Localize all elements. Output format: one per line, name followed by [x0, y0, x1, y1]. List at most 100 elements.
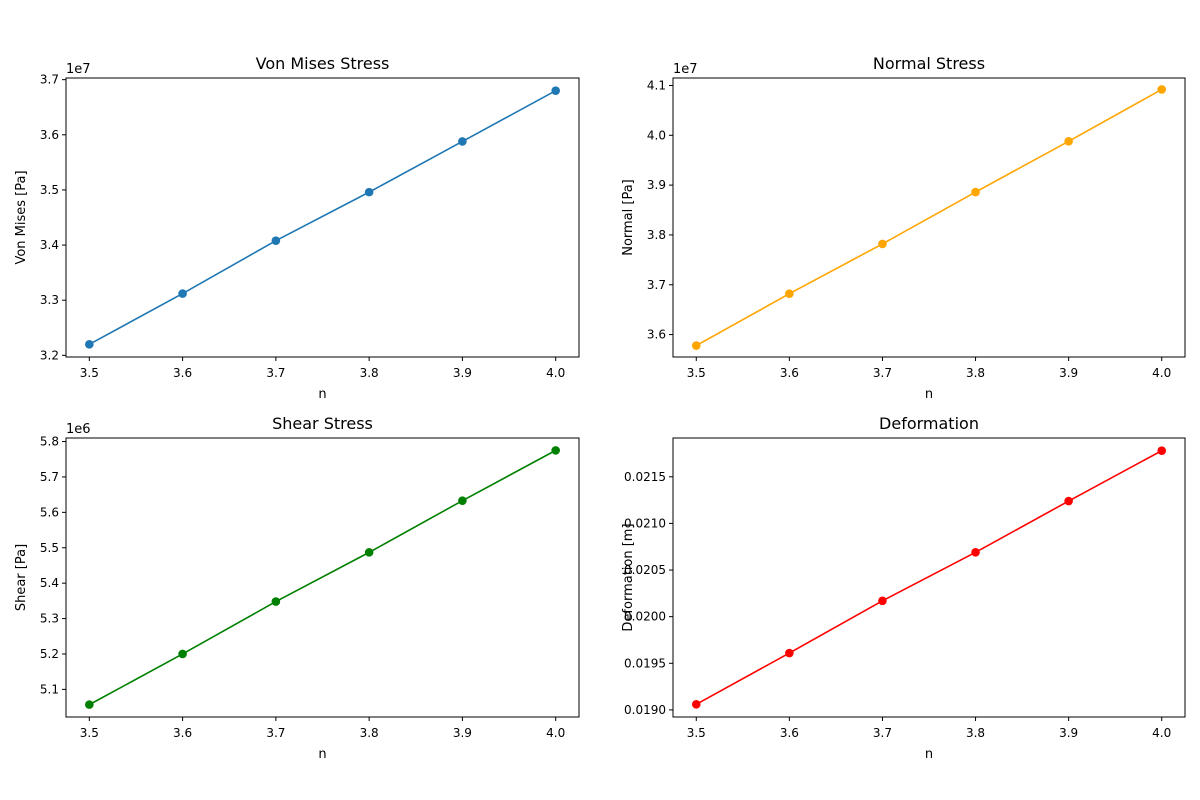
shear-xtick-label: 3.9 — [453, 726, 472, 740]
normal-data-point — [878, 239, 887, 249]
shear-xtick-label: 4.0 — [546, 726, 565, 740]
normal-data-point — [1064, 136, 1073, 146]
von-mises-xtick-label: 3.7 — [266, 366, 285, 380]
shear-title: Shear Stress — [272, 414, 373, 433]
deformation-data-point — [878, 596, 887, 606]
shear-ytick-label: 5.7 — [40, 470, 59, 484]
deformation-ytick-label: 0.0190 — [624, 703, 666, 717]
shear-xtick-label: 3.8 — [360, 726, 379, 740]
deformation-xtick-label: 3.9 — [1059, 726, 1078, 740]
von-mises-panel: Von Mises Stress n Von Mises [Pa] 1e7 3.5 3.6… — [14, 54, 580, 402]
normal-data-point — [1157, 85, 1167, 94]
deformation-xtick-label: 3.6 — [780, 726, 799, 740]
von-mises-xlabel: n — [318, 387, 326, 402]
von-mises-xtick-label: 3.8 — [360, 366, 379, 380]
shear-ytick-label: 5.1 — [40, 682, 59, 696]
normal-ytick-label: 3.6 — [647, 328, 666, 342]
von-mises-xtick-label: 3.6 — [173, 366, 192, 380]
shear-offset-text: 1e6 — [66, 422, 91, 437]
von-mises-offset-text: 1e7 — [66, 62, 91, 77]
deformation-ytick-label: 0.0205 — [624, 563, 666, 577]
shear-ytick-label: 5.5 — [40, 541, 59, 555]
deformation-data-point — [691, 700, 701, 709]
von-mises-xtick-label: 3.5 — [80, 366, 99, 380]
normal-xtick-label: 4.0 — [1152, 366, 1171, 380]
deformation-series-line — [695, 449, 1163, 706]
shear-axes-frame — [65, 437, 580, 718]
shear-xtick-label: 3.7 — [266, 726, 285, 740]
shear-xlabel: n — [318, 747, 326, 762]
von-mises-axes-frame — [65, 77, 580, 358]
von-mises-data-point — [551, 86, 560, 95]
deformation-ytick-label: 0.0200 — [624, 610, 666, 624]
normal-ylabel: Normal [Pa] — [621, 179, 636, 256]
deformation-data-point — [971, 548, 980, 557]
normal-xlabel: n — [925, 387, 933, 402]
von-mises-data-point — [85, 340, 94, 349]
shear-data-point — [271, 597, 281, 606]
von-mises-data-point — [178, 289, 187, 298]
deformation-xtick-label: 3.7 — [873, 726, 892, 740]
von-mises-series-line — [88, 89, 557, 346]
von-mises-ytick-label: 3.4 — [40, 238, 59, 252]
normal-xtick-label: 3.5 — [687, 366, 706, 380]
deformation-xtick-label: 4.0 — [1152, 726, 1171, 740]
deformation-data-point — [1064, 496, 1073, 506]
shear-ytick-label: 5.4 — [40, 576, 59, 590]
shear-data-point — [551, 446, 560, 455]
normal-axes-frame — [672, 77, 1186, 358]
shear-ytick-label: 5.2 — [40, 647, 59, 661]
von-mises-data-point — [271, 236, 281, 245]
von-mises-xtick-label: 3.9 — [453, 366, 472, 380]
deformation-data-point — [785, 648, 794, 658]
von-mises-data-point — [364, 187, 374, 197]
deformation-ytick-label: 0.0215 — [624, 470, 666, 484]
von-mises-ytick-label: 3.2 — [40, 348, 59, 362]
shear-data-point — [458, 496, 467, 505]
normal-ytick-label: 3.8 — [647, 228, 666, 242]
von-mises-xtick-label: 4.0 — [546, 366, 565, 380]
normal-data-point — [971, 187, 980, 197]
deformation-title: Deformation — [879, 414, 979, 433]
normal-xtick-label: 3.7 — [873, 366, 892, 380]
normal-series-line — [695, 88, 1163, 347]
shear-ytick-label: 5.3 — [40, 612, 59, 626]
von-mises-ytick-label: 3.7 — [40, 73, 59, 87]
von-mises-ytick-label: 3.3 — [40, 293, 59, 307]
normal-data-point — [785, 289, 794, 299]
normal-offset-text: 1e7 — [673, 62, 698, 77]
normal-xtick-label: 3.8 — [966, 366, 985, 380]
normal-data-point — [691, 341, 701, 350]
deformation-panel: Deformation n Deformation [m] 3.5 3.6 3.7 3.8 3… — [621, 414, 1186, 762]
deformation-axes-frame — [672, 437, 1186, 718]
shear-xtick-label: 3.5 — [80, 726, 99, 740]
shear-panel: Shear Stress n Shear [Pa] 1e6 3.5 3.6 3.7 3.8 3.… — [14, 414, 580, 762]
deformation-data-point — [1157, 446, 1167, 455]
deformation-ytick-label: 0.0210 — [624, 516, 666, 530]
deformation-ytick-label: 0.0195 — [624, 656, 666, 670]
shear-series-line — [88, 449, 557, 706]
normal-ytick-label: 3.9 — [647, 178, 666, 192]
von-mises-ytick-label: 3.5 — [40, 183, 59, 197]
von-mises-title: Von Mises Stress — [256, 54, 390, 73]
deformation-xtick-label: 3.5 — [687, 726, 706, 740]
shear-data-point — [85, 700, 94, 709]
von-mises-data-point — [458, 137, 467, 146]
normal-ytick-label: 4.1 — [647, 78, 666, 92]
deformation-ylabel: Deformation [m] — [621, 523, 636, 631]
normal-title: Normal Stress — [873, 54, 985, 73]
von-mises-ytick-label: 3.6 — [40, 128, 59, 142]
shear-xtick-label: 3.6 — [173, 726, 192, 740]
shear-ytick-label: 5.6 — [40, 505, 59, 519]
shear-ylabel: Shear [Pa] — [14, 544, 29, 611]
shear-data-point — [178, 649, 187, 659]
normal-xtick-label: 3.6 — [780, 366, 799, 380]
normal-ytick-label: 3.7 — [647, 278, 666, 292]
shear-data-point — [364, 548, 374, 557]
deformation-xlabel: n — [925, 747, 933, 762]
deformation-xtick-label: 3.8 — [966, 726, 985, 740]
normal-xtick-label: 3.9 — [1059, 366, 1078, 380]
shear-ytick-label: 5.8 — [40, 435, 59, 449]
normal-panel: Normal Stress n Normal [Pa] 1e7 3.5 3.6 3.7 3.8… — [621, 54, 1186, 402]
